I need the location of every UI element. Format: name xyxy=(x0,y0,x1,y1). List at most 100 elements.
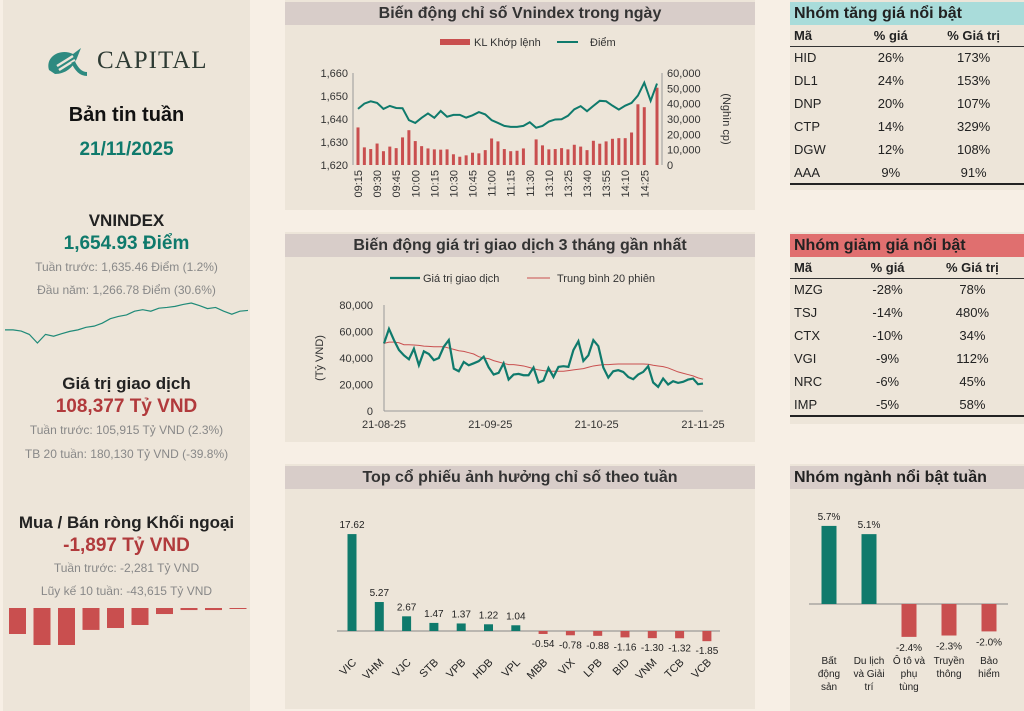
sector-name-label: và Giải xyxy=(853,669,884,680)
sector-name-label: Du lịch xyxy=(854,656,885,667)
y-tick-label: 1,630 xyxy=(320,137,348,149)
y-tick-label: 1,660 xyxy=(320,68,348,80)
volume-bar xyxy=(585,150,589,165)
x-tick-label: 09:45 xyxy=(391,170,403,198)
ticker-label: VCB xyxy=(690,657,714,681)
volume-bar xyxy=(439,149,443,165)
x-tick-label: 21-08-25 xyxy=(362,419,406,431)
table-row: VGI -9% 112% xyxy=(790,347,1024,370)
volume-bar xyxy=(477,153,481,165)
vnindex-label: VNINDEX xyxy=(88,211,165,230)
y-tick-label: 0 xyxy=(367,406,373,418)
volume-bar xyxy=(381,151,385,165)
x-tick-label: 09:30 xyxy=(372,170,384,198)
x-tick-label: 21-11-25 xyxy=(681,419,724,431)
value-change-cell: 108% xyxy=(956,142,991,157)
foreign-cum10: Lũy kế 10 tuần: -43,615 Tỷ VND xyxy=(40,584,213,598)
impact-value-label: -1.85 xyxy=(696,646,719,657)
impact-bar xyxy=(429,622,439,631)
sector-name-label: thông xyxy=(936,669,961,680)
sector-bar xyxy=(901,604,917,637)
impact-value-label: 17.62 xyxy=(339,520,364,531)
table-row: HID 26% 173% xyxy=(790,46,1024,69)
impact-bar xyxy=(647,631,657,639)
foreign-flow-bar xyxy=(205,608,222,611)
volume-bar xyxy=(604,141,608,165)
liquidity-label: Giá trị giao dịch xyxy=(62,374,191,393)
sector-value-label: -2.4% xyxy=(896,643,922,654)
sector-name-label: Bảo xyxy=(980,656,998,667)
sector-name-label: sản xyxy=(821,682,837,693)
vnindex-ytd: Đầu năm: 1,266.78 Điểm (30.6%) xyxy=(37,283,216,297)
sector-value-label: 5.1% xyxy=(858,520,881,531)
liquidity-avg20: TB 20 tuần: 180,130 Tỷ VND (-39.8%) xyxy=(24,447,229,461)
table-row: AAA 9% 91% xyxy=(790,161,1024,185)
foreign-flow-bar xyxy=(131,608,149,625)
ticker-label: BID xyxy=(611,657,632,678)
ticker-cell: NRC xyxy=(794,374,823,389)
ticker-cell: TSJ xyxy=(794,305,818,320)
price-change-cell: 12% xyxy=(877,142,904,157)
x-tick-label: 21-09-25 xyxy=(468,419,512,431)
sector-name-label: phụ xyxy=(901,669,918,680)
x-tick-label: 11:00 xyxy=(487,170,499,197)
ticker-label: STB xyxy=(417,657,441,681)
impact-value-label: -0.54 xyxy=(532,639,555,650)
y-tick-label: 40,000 xyxy=(339,353,373,365)
liquidity-prev-week: Tuần trước: 105,915 Tỷ VND (2.3%) xyxy=(29,423,224,437)
volume-bar xyxy=(471,152,475,165)
sectors-panel: 5.7% Bất động sản 5.1% Du lịch và Giải trí -2.4%… xyxy=(790,464,1024,711)
x-tick-label: 11:30 xyxy=(525,170,537,197)
volume-bar xyxy=(490,138,494,165)
y2-tick-label: 30,000 xyxy=(667,114,701,126)
volume-bar xyxy=(464,155,468,165)
ticker-cell: DGW xyxy=(794,142,826,157)
legend-turnover-label: Giá trị giao dịch xyxy=(423,273,499,285)
sector-bar xyxy=(821,525,837,604)
y2-tick-label: 20,000 xyxy=(667,129,701,141)
x-tick-label: 14:10 xyxy=(620,170,632,198)
foreign-flow-bar xyxy=(180,608,198,611)
table-row: TSJ -14% 480% xyxy=(790,301,1024,324)
volume-bar xyxy=(394,148,398,165)
x-tick-label: 09:15 xyxy=(353,170,365,198)
gainers-title: Nhóm tăng giá nổi bật xyxy=(790,2,1024,25)
sector-name-label: động xyxy=(818,669,840,680)
table-row: DNP 20% 107% xyxy=(790,92,1024,115)
liquidity-value: 108,377 Tỷ VND xyxy=(55,396,198,417)
ticker-label: VPB xyxy=(444,657,468,681)
top-stocks-chart: 17.62 VIC 5.27 VHM 2.67 VJC 1.47 STB 1.37 VPB 1.22… xyxy=(337,520,720,683)
vnindex-prev-week: Tuần trước: 1,635.46 Điểm (1.2%) xyxy=(35,260,218,274)
ticker-label: HDB xyxy=(471,657,496,682)
value-change-cell: 173% xyxy=(956,50,991,66)
intraday-chart-title: Biến động chỉ số Vnindex trong ngày xyxy=(285,2,755,25)
ticker-cell: MZG xyxy=(794,282,823,298)
volume-bar xyxy=(407,130,411,165)
foreign-flow-bar xyxy=(33,608,51,645)
report-date: 21/11/2025 xyxy=(79,139,174,160)
ticker-cell: IMP xyxy=(790,393,855,417)
sector-name-label: hiểm xyxy=(978,668,1000,680)
sector-value-label: 5.7% xyxy=(818,512,841,523)
value-change-cell: 153% xyxy=(956,73,991,88)
y-tick-label: 1,650 xyxy=(320,91,348,103)
sector-bar xyxy=(941,604,957,636)
y2-tick-label: 60,000 xyxy=(667,68,701,80)
volume-bar xyxy=(509,151,513,165)
x-tick-label: 10:30 xyxy=(448,170,460,198)
ticker-label: VNM xyxy=(634,657,660,683)
ticker-cell: AAA xyxy=(790,161,859,185)
x-tick-label: 13:55 xyxy=(601,170,613,198)
volume-bar xyxy=(579,146,583,165)
price-change-cell: -10% xyxy=(872,328,903,343)
price-change-cell: -6% xyxy=(876,374,900,389)
impact-value-label: 2.67 xyxy=(397,602,417,613)
liquidity-chart: 0 20,000 40,000 60,000 80,000 (Tỷ VND) 21-08-2… xyxy=(314,273,725,431)
logo-icon xyxy=(48,48,88,76)
turnover-line xyxy=(382,325,704,389)
liquidity-chart-title: Biến động giá trị giao dịch 3 tháng gần … xyxy=(285,234,755,257)
table-row: CTX -10% 34% xyxy=(790,324,1024,347)
x-tick-label: 10:45 xyxy=(468,170,480,198)
price-change-cell: -14% xyxy=(872,305,903,320)
volume-bar xyxy=(610,138,614,165)
